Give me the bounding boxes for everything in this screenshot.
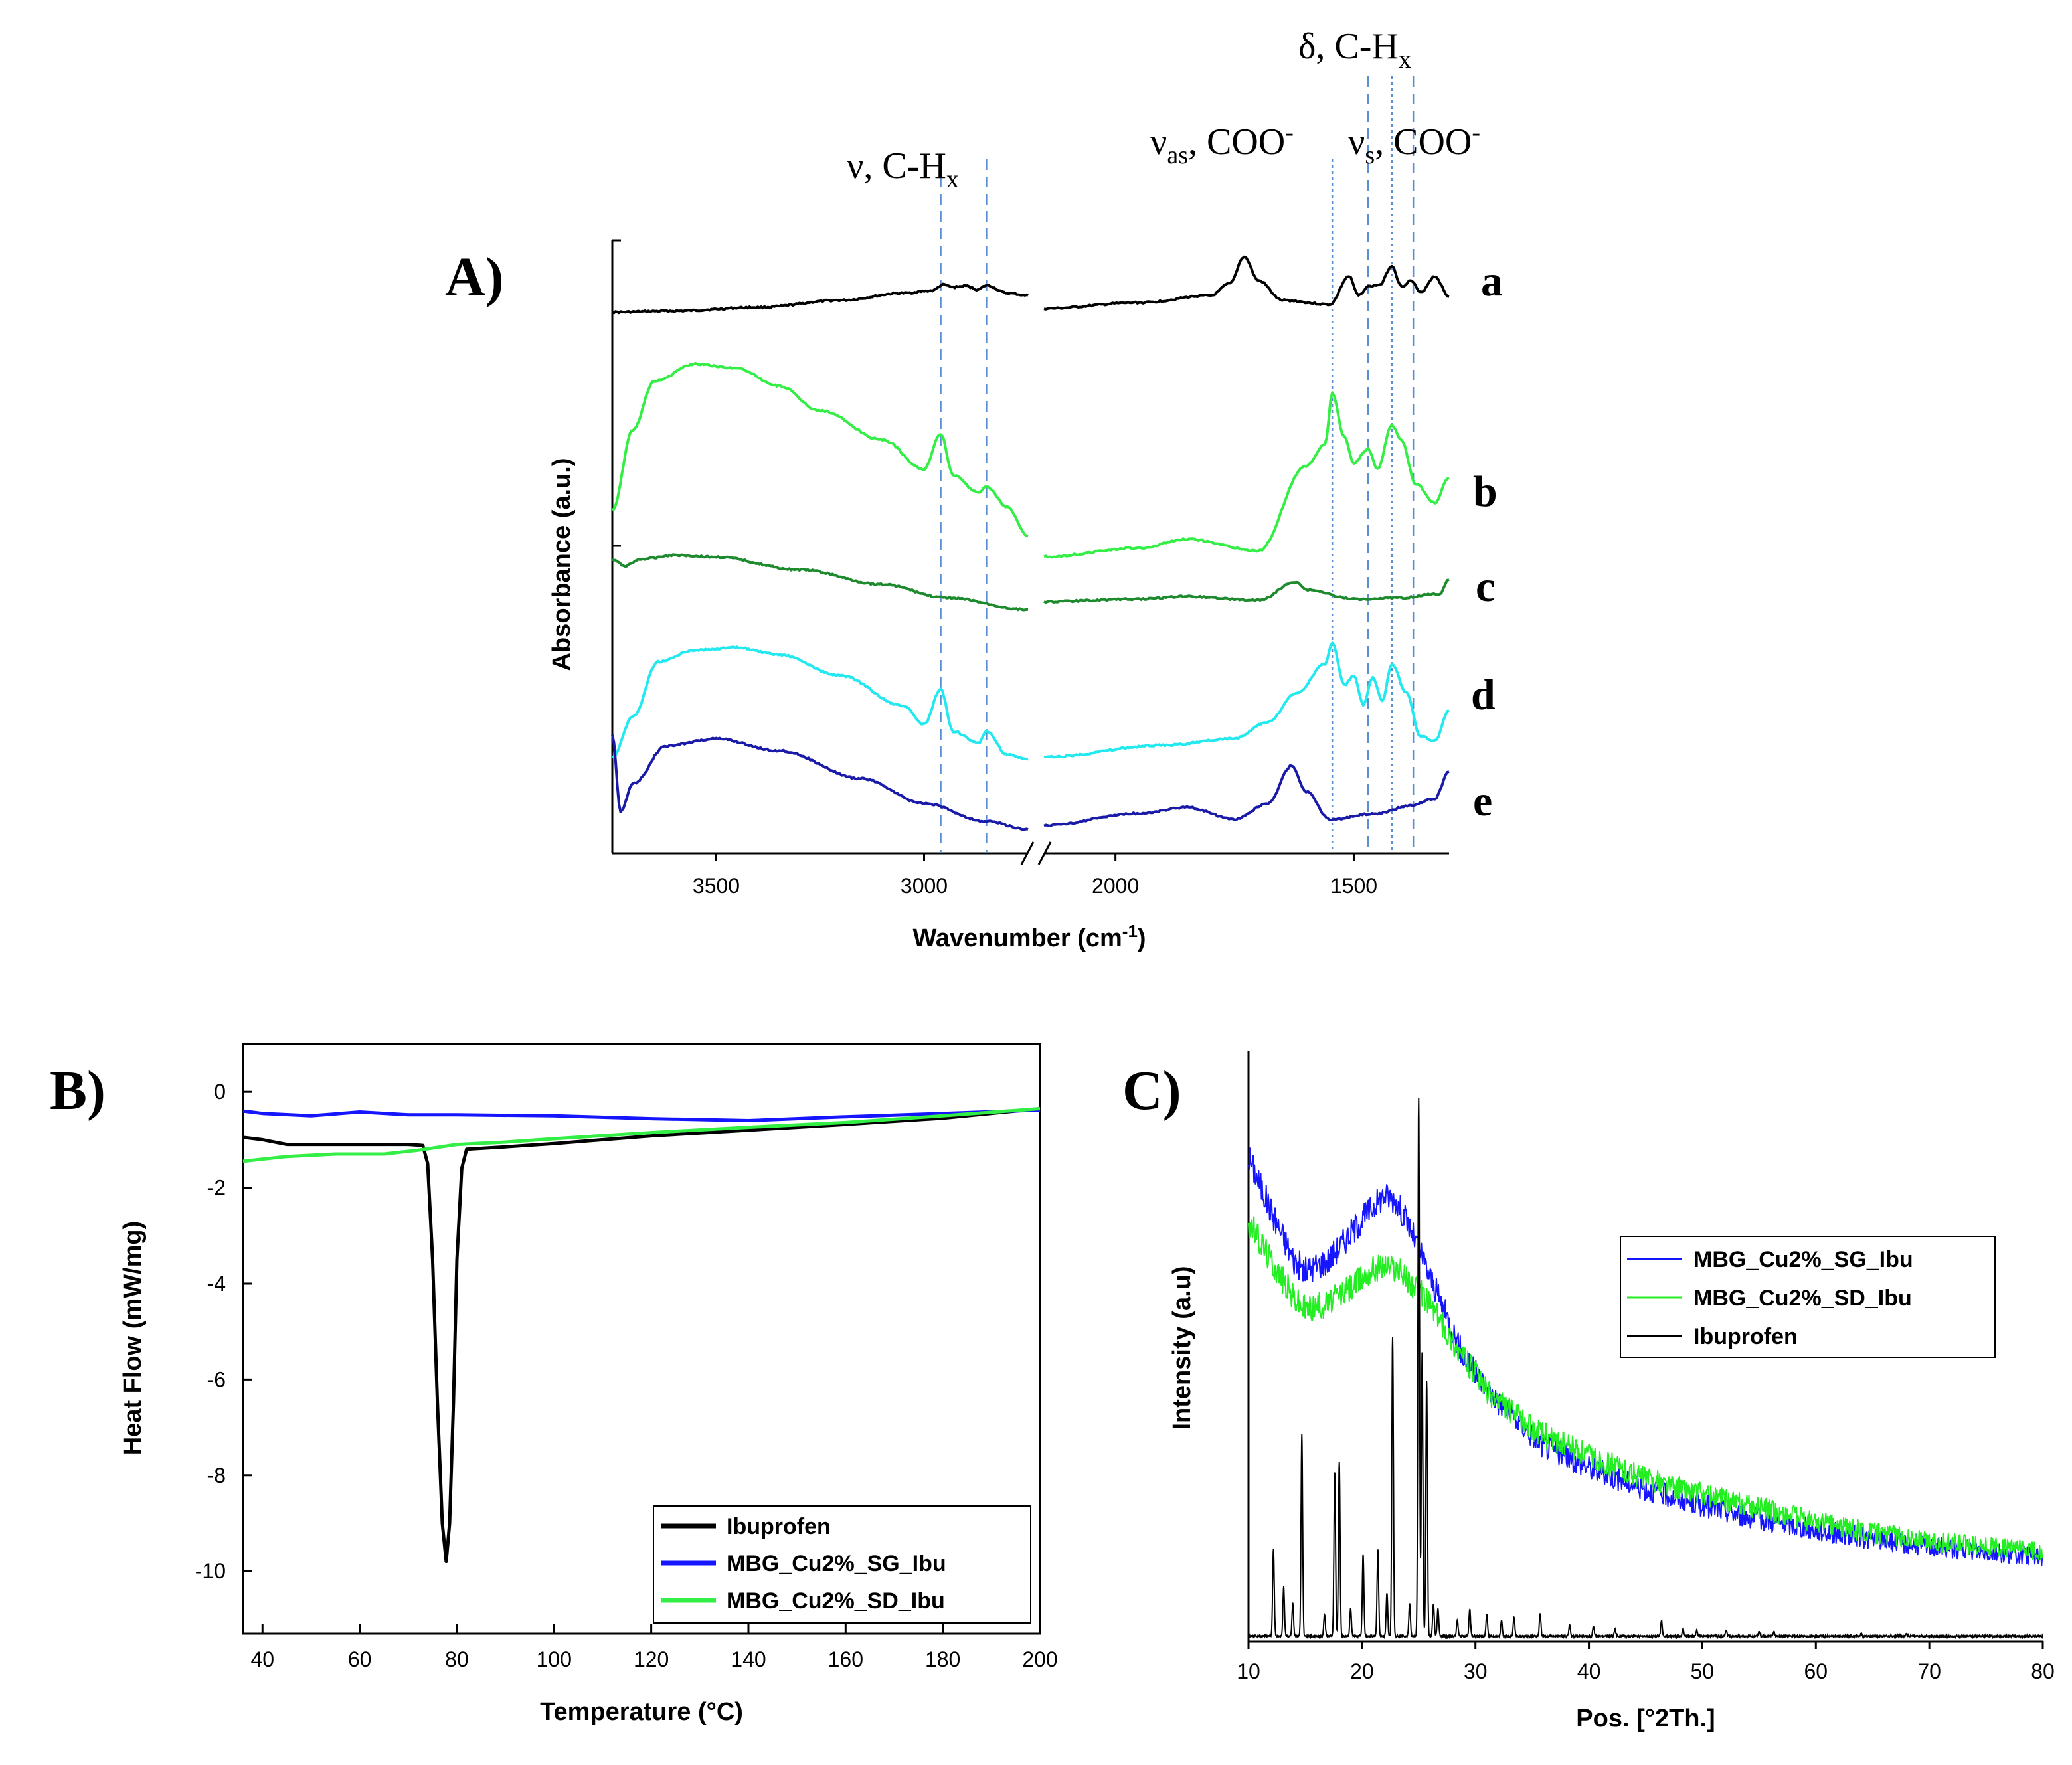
chart-c-ylabel: Intensity (a.u) <box>1168 1266 1196 1430</box>
chart-c-legend: MBG_Cu2%_SG_Ibu MBG_Cu2%_SD_Ibu Ibuprofe… <box>1620 1236 1996 1358</box>
legend-label-ibuprofen-xrd: Ibuprofen <box>1693 1324 1798 1349</box>
chart-a-series-e-segment-1 <box>611 734 1029 831</box>
chart-c-x-tick-label-60: 60 <box>1804 1659 1828 1683</box>
annotation-nu-ch: ν, C-Hx <box>847 145 959 193</box>
chart-b-ylabel: Heat Flow (mW/mg) <box>119 1221 147 1456</box>
chart-c-x-tick-label-30: 30 <box>1464 1659 1488 1683</box>
chart-b-x-tick-label-200: 200 <box>1022 1647 1057 1671</box>
chart-b-series-mbg-cu2-sg-ibu <box>242 1108 1041 1122</box>
chart-b-legend: Ibuprofen MBG_Cu2%_SG_Ibu MBG_Cu2%_SD_Ib… <box>653 1505 1031 1624</box>
chart-c-x-tick-label-50: 50 <box>1691 1659 1715 1683</box>
chart-c-series-ibuprofen <box>1248 1097 2043 1639</box>
chart-c-x-tick-label-20: 20 <box>1350 1659 1374 1683</box>
chart-b-y-tick-label--4: -4 <box>207 1272 226 1296</box>
chart-a-series-c-segment-2 <box>1043 578 1450 604</box>
chart-b-x-tick-label-140: 140 <box>731 1647 766 1671</box>
legend-label-sd-ibu-xrd: MBG_Cu2%_SD_Ibu <box>1693 1286 1912 1311</box>
chart-a-series-d-segment-2 <box>1043 641 1450 759</box>
chart-c-legend-box <box>1620 1236 1996 1358</box>
annotation-nu-s-coo: νs, COO- <box>1348 119 1480 169</box>
chart-a-series-d-segment-1 <box>611 645 1029 761</box>
chart-a-series <box>611 255 1450 831</box>
chart-c-x-tick-label-80: 80 <box>2031 1659 2055 1683</box>
chart-a-series-b-segment-2 <box>1043 391 1450 559</box>
chart-a-xlabel: Wavenumber (cm-1) <box>912 921 1146 952</box>
panel-a-label: A) <box>445 246 504 308</box>
curve-label-d: d <box>1471 671 1496 719</box>
chart-c-xlabel: Pos. [°2Th.] <box>1576 1705 1715 1732</box>
chart-c-ticks: 10 20 30 40 50 60 70 80 <box>1237 1641 2055 1683</box>
chart-b-series <box>242 1107 1041 1564</box>
chart-c-x-tick-label-40: 40 <box>1577 1659 1601 1683</box>
chart-b-series-mbg-cu2-sd-ibu <box>242 1107 1041 1163</box>
chart-a-series-a-segment-1 <box>612 282 1029 315</box>
chart-c-x-tick-label-70: 70 <box>1917 1659 1941 1683</box>
chart-a-axis-break-1 <box>1020 841 1035 865</box>
chart-b-y-tick-label-0: 0 <box>214 1080 226 1104</box>
chart-b-x-tick-label-120: 120 <box>634 1647 669 1671</box>
curve-label-b: b <box>1473 467 1498 516</box>
chart-b-x-tick-label-80: 80 <box>445 1647 469 1671</box>
chart-a-series-a-segment-2 <box>1043 255 1450 311</box>
chart-b-x-tick-label-100: 100 <box>537 1647 572 1671</box>
chart-b-y-tick-label--8: -8 <box>207 1464 226 1487</box>
chart-b-x-tick-label-40: 40 <box>250 1647 274 1671</box>
chart-a: A) 3500 3000 2000 1500 Absorbance (a.u.) Wa… <box>445 26 1503 952</box>
chart-b-ticks: 40 60 80 100 120 140 160 180 200 0 -2 -4 -6 -8 -10 <box>195 1080 1058 1671</box>
chart-a-x-tick-label-3500: 3500 <box>693 874 740 898</box>
chart-a-series-b-segment-1 <box>612 361 1029 538</box>
chart-c: C) 10 20 30 40 50 60 70 80 Pos. [°2Th.] Intensi… <box>1122 1051 2055 1732</box>
chart-c-series-mbg-cu2-sd-ibu <box>1248 1216 2043 1560</box>
legend-label-sg-ibu-xrd: MBG_Cu2%_SG_Ibu <box>1693 1247 1913 1272</box>
curve-label-e: e <box>1473 777 1492 825</box>
curve-label-a: a <box>1481 257 1503 305</box>
chart-a-x-tick-label-2000: 2000 <box>1092 874 1139 898</box>
chart-a-x-tick-label-3000: 3000 <box>901 874 948 898</box>
chart-a-series-c-segment-1 <box>612 553 1029 612</box>
chart-a-x-ticks: 3500 3000 2000 1500 <box>693 853 1377 898</box>
chart-a-ylabel: Absorbance (a.u.) <box>548 458 576 671</box>
chart-b-plot-frame <box>242 1043 1041 1635</box>
chart-b-y-tick-label--10: -10 <box>195 1559 226 1583</box>
curve-label-c: c <box>1476 562 1495 611</box>
chart-a-marker-lines <box>940 76 1415 853</box>
chart-a-axis-break-2 <box>1037 841 1052 865</box>
chart-b-series-ibuprofen <box>242 1107 1041 1564</box>
chart-c-series <box>1248 1097 2043 1639</box>
chart-b-legend-box <box>653 1505 1031 1624</box>
chart-a-series-e-segment-2 <box>1043 764 1450 827</box>
chart-b-xlabel: Temperature (°C) <box>540 1698 743 1726</box>
chart-b-y-tick-label--2: -2 <box>207 1176 226 1200</box>
annotation-delta-ch: δ, C-Hx <box>1298 26 1411 74</box>
chart-b-x-tick-label-60: 60 <box>348 1647 372 1671</box>
panel-c-label: C) <box>1122 1060 1181 1122</box>
chart-b: B) 40 60 80 100 120 140 160 180 2000-2-4-6-8-10 … <box>50 1043 1058 1726</box>
panel-b-label: B) <box>50 1060 106 1122</box>
legend-label-sg-ibu: MBG_Cu2%_SG_Ibu <box>727 1551 946 1576</box>
chart-c-x-tick-label-10: 10 <box>1237 1659 1260 1683</box>
annotation-nu-as-coo: νas, COO- <box>1150 119 1294 169</box>
chart-b-y-tick-label--6: -6 <box>207 1367 226 1391</box>
chart-a-x-tick-label-1500: 1500 <box>1330 874 1377 898</box>
chart-b-x-tick-label-160: 160 <box>828 1647 863 1671</box>
legend-label-sd-ibu: MBG_Cu2%_SD_Ibu <box>727 1588 945 1614</box>
chart-b-x-tick-label-180: 180 <box>925 1647 960 1671</box>
legend-label-ibuprofen: Ibuprofen <box>727 1514 831 1539</box>
